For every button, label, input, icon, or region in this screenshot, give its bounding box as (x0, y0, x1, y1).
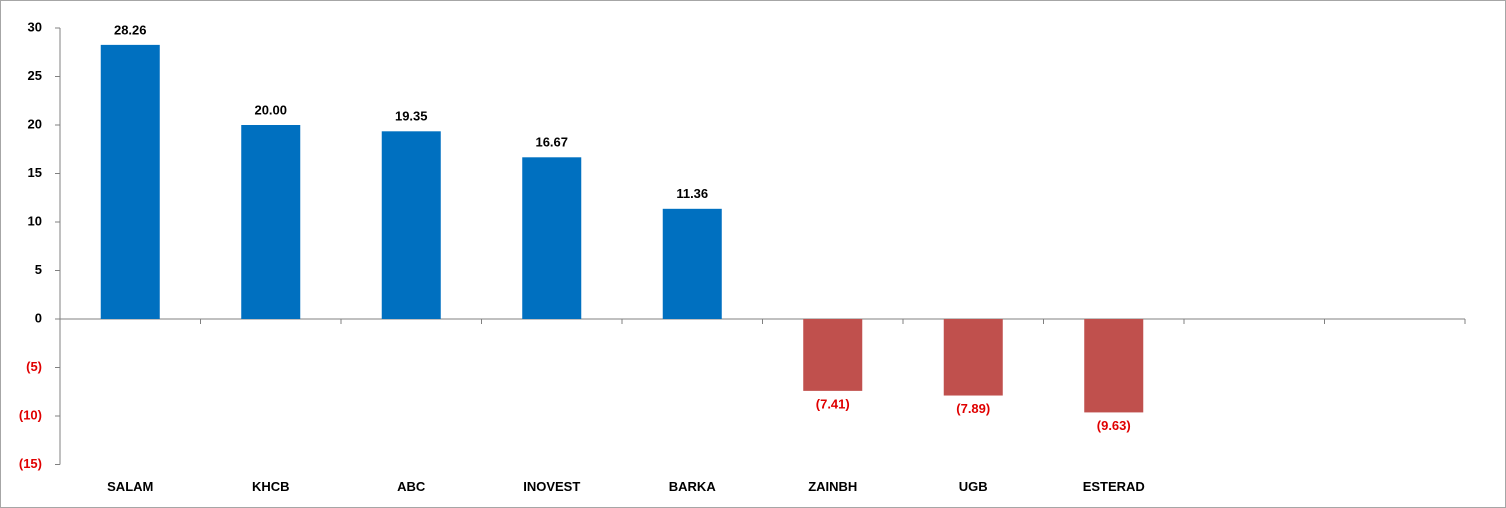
x-tick-label: ESTERAD (1083, 479, 1145, 494)
bar (522, 157, 582, 319)
y-tick-label: 30 (28, 19, 42, 34)
y-tick-label: (5) (26, 359, 42, 374)
data-label: 16.67 (535, 135, 568, 150)
x-tick-label: UGB (959, 479, 988, 494)
data-label: 19.35 (395, 109, 428, 124)
bar (662, 208, 722, 319)
x-tick-label: ZAINBH (808, 479, 857, 494)
y-tick-label: 5 (35, 262, 42, 277)
data-label: (7.89) (956, 401, 990, 416)
bar (241, 125, 301, 319)
data-label: 11.36 (676, 186, 708, 201)
x-tick-label: SALAM (107, 479, 153, 494)
x-tick-label: INOVEST (523, 479, 580, 494)
bar (100, 44, 160, 320)
y-tick-label: 20 (28, 116, 42, 131)
bar (943, 319, 1003, 396)
y-tick-label: (15) (19, 456, 42, 471)
x-tick-label: KHCB (252, 479, 290, 494)
y-tick-label: 25 (28, 68, 42, 83)
data-label: (9.63) (1097, 418, 1131, 433)
bar (381, 131, 441, 319)
y-tick-label: (10) (19, 407, 42, 422)
bar (803, 319, 863, 391)
x-tick-label: ABC (397, 479, 426, 494)
data-label: 20.00 (254, 102, 287, 117)
data-label: (7.41) (816, 396, 850, 411)
y-tick-label: 15 (28, 165, 42, 180)
bar (1084, 319, 1144, 413)
x-tick-label: BARKA (669, 479, 717, 494)
y-tick-label: 0 (35, 310, 42, 325)
y-tick-label: 10 (28, 213, 42, 228)
data-label: 28.26 (114, 22, 147, 37)
